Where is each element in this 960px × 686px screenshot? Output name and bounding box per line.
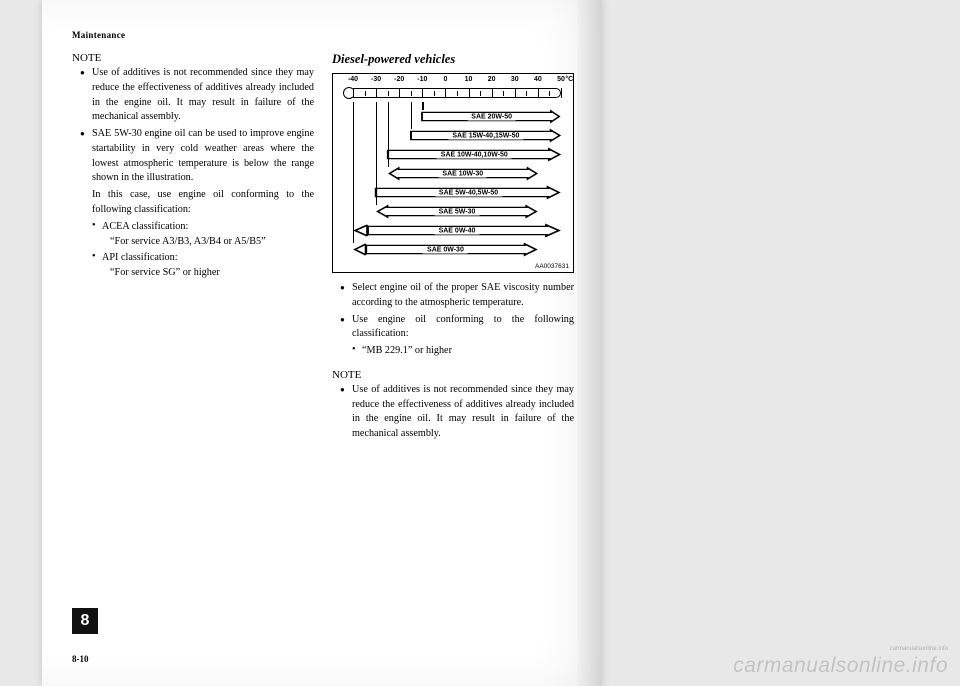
tick-labels: -40-30-20-1001020304050°C (353, 76, 561, 84)
tick (492, 88, 493, 98)
band-label: SAE 10W-40,10W-50 (437, 151, 512, 158)
tick-label: 30 (511, 76, 519, 83)
tick (549, 91, 550, 96)
list-item: SAE 5W-30 engine oil can be used to impr… (82, 127, 314, 281)
note-label: NOTE (332, 369, 574, 381)
note-label: NOTE (72, 52, 314, 64)
bullet-text: SAE 5W-30 engine oil can be used to impr… (92, 128, 314, 183)
viscosity-band: SAE 5W-30 (376, 205, 538, 218)
viscosity-band: SAE 0W-30 (353, 243, 538, 256)
band-stem (422, 102, 423, 110)
viscosity-band: SAE 15W-40,15W-50 (411, 129, 561, 142)
band-label: SAE 5W-40,5W-50 (435, 189, 502, 196)
tick-label: -20 (394, 76, 404, 83)
band-label: SAE 15W-40,15W-50 (448, 132, 523, 139)
list-item: Use of additives is not recommended sinc… (82, 66, 314, 125)
band-label: SAE 20W-50 (467, 113, 516, 120)
tick (526, 91, 527, 96)
sub-value: “For service A3/B3, A3/B4 or A5/B5” (102, 235, 314, 250)
two-columns: NOTE Use of additives is not recommended… (72, 52, 574, 444)
sub-item: API classification: “For service SG” or … (92, 251, 314, 281)
viscosity-band: SAE 0W-40 (353, 224, 561, 237)
viscosity-bands: SAE 20W-50 SAE 15W-40,15W-50 SAE 10W-40,10… (353, 110, 561, 260)
watermark-small: carmanualsonline.info (890, 646, 948, 652)
band-stem (388, 102, 389, 167)
watermark: carmanualsonline.info (733, 654, 948, 678)
continuation-text: In this case, use engine oil conforming … (92, 188, 314, 218)
right-note-bullets: Use of additives is not recommended sinc… (332, 383, 574, 442)
tick-label: 40 (534, 76, 542, 83)
band-label: SAE 10W-30 (438, 170, 487, 177)
tick (445, 88, 446, 98)
band-label: SAE 0W-30 (423, 246, 468, 253)
tick (469, 88, 470, 98)
band-stem (411, 102, 412, 129)
sub-item: “MB 229.1” or higher (352, 344, 574, 359)
tick-label: -30 (371, 76, 381, 83)
viscosity-band: SAE 10W-30 (388, 167, 538, 180)
tick (422, 88, 423, 98)
tick (503, 91, 504, 96)
viscosity-band: SAE 10W-40,10W-50 (388, 148, 561, 161)
page-number: 8-10 (72, 654, 89, 664)
bullet-text: Use engine oil conforming to the followi… (352, 314, 574, 340)
tick (353, 88, 354, 98)
tick (457, 91, 458, 96)
list-item: Use of additives is not recommended sinc… (342, 383, 574, 442)
tick (365, 91, 366, 96)
manual-page: Maintenance NOTE Use of additives is not… (42, 0, 602, 686)
section-header: Maintenance (72, 30, 574, 40)
tick (561, 88, 562, 98)
tick-label: -10 (417, 76, 427, 83)
tick-label: 10 (465, 76, 473, 83)
sub-label: ACEA classification: (102, 221, 188, 232)
list-item: Use engine oil conforming to the followi… (342, 313, 574, 359)
ticks (353, 88, 561, 98)
list-item: Select engine oil of the proper SAE visc… (342, 281, 574, 311)
tick-label: 50 (557, 76, 565, 83)
tick (515, 88, 516, 98)
sub-value: “For service SG” or higher (102, 266, 314, 281)
tick (376, 88, 377, 98)
band-label: SAE 0W-40 (435, 227, 480, 234)
right-column: Diesel-powered vehicles -40-30-20-100102… (332, 52, 574, 444)
thermometer: -40-30-20-1001020304050°C (345, 84, 561, 102)
diesel-heading: Diesel-powered vehicles (332, 52, 574, 67)
tick (399, 88, 400, 98)
viscosity-band: SAE 20W-50 (422, 110, 561, 123)
tick-label: 20 (488, 76, 496, 83)
tick-label: 0 (443, 76, 447, 83)
tick-label: -40 (348, 76, 358, 83)
tick (411, 91, 412, 96)
band-label: SAE 5W-30 (435, 208, 480, 215)
band-stem (376, 102, 377, 205)
figure-code: AA0037631 (535, 263, 569, 270)
sub-label: API classification: (102, 252, 178, 263)
tick (538, 88, 539, 98)
tick (480, 91, 481, 96)
tick (388, 91, 389, 96)
left-bullets: Use of additives is not recommended sinc… (72, 66, 314, 281)
chapter-tab: 8 (72, 608, 98, 634)
sub-value: “MB 229.1” or higher (362, 345, 452, 356)
oil-viscosity-chart: -40-30-20-1001020304050°C SAE 20W-50SAE … (332, 73, 574, 273)
sub-item: ACEA classification: “For service A3/B3,… (92, 220, 314, 250)
tick (434, 91, 435, 96)
unit-label: °C (565, 76, 573, 83)
right-bullets: Select engine oil of the proper SAE visc… (332, 281, 574, 359)
left-column: NOTE Use of additives is not recommended… (72, 52, 314, 444)
band-stem (353, 102, 354, 243)
viscosity-band: SAE 5W-40,5W-50 (376, 186, 561, 199)
